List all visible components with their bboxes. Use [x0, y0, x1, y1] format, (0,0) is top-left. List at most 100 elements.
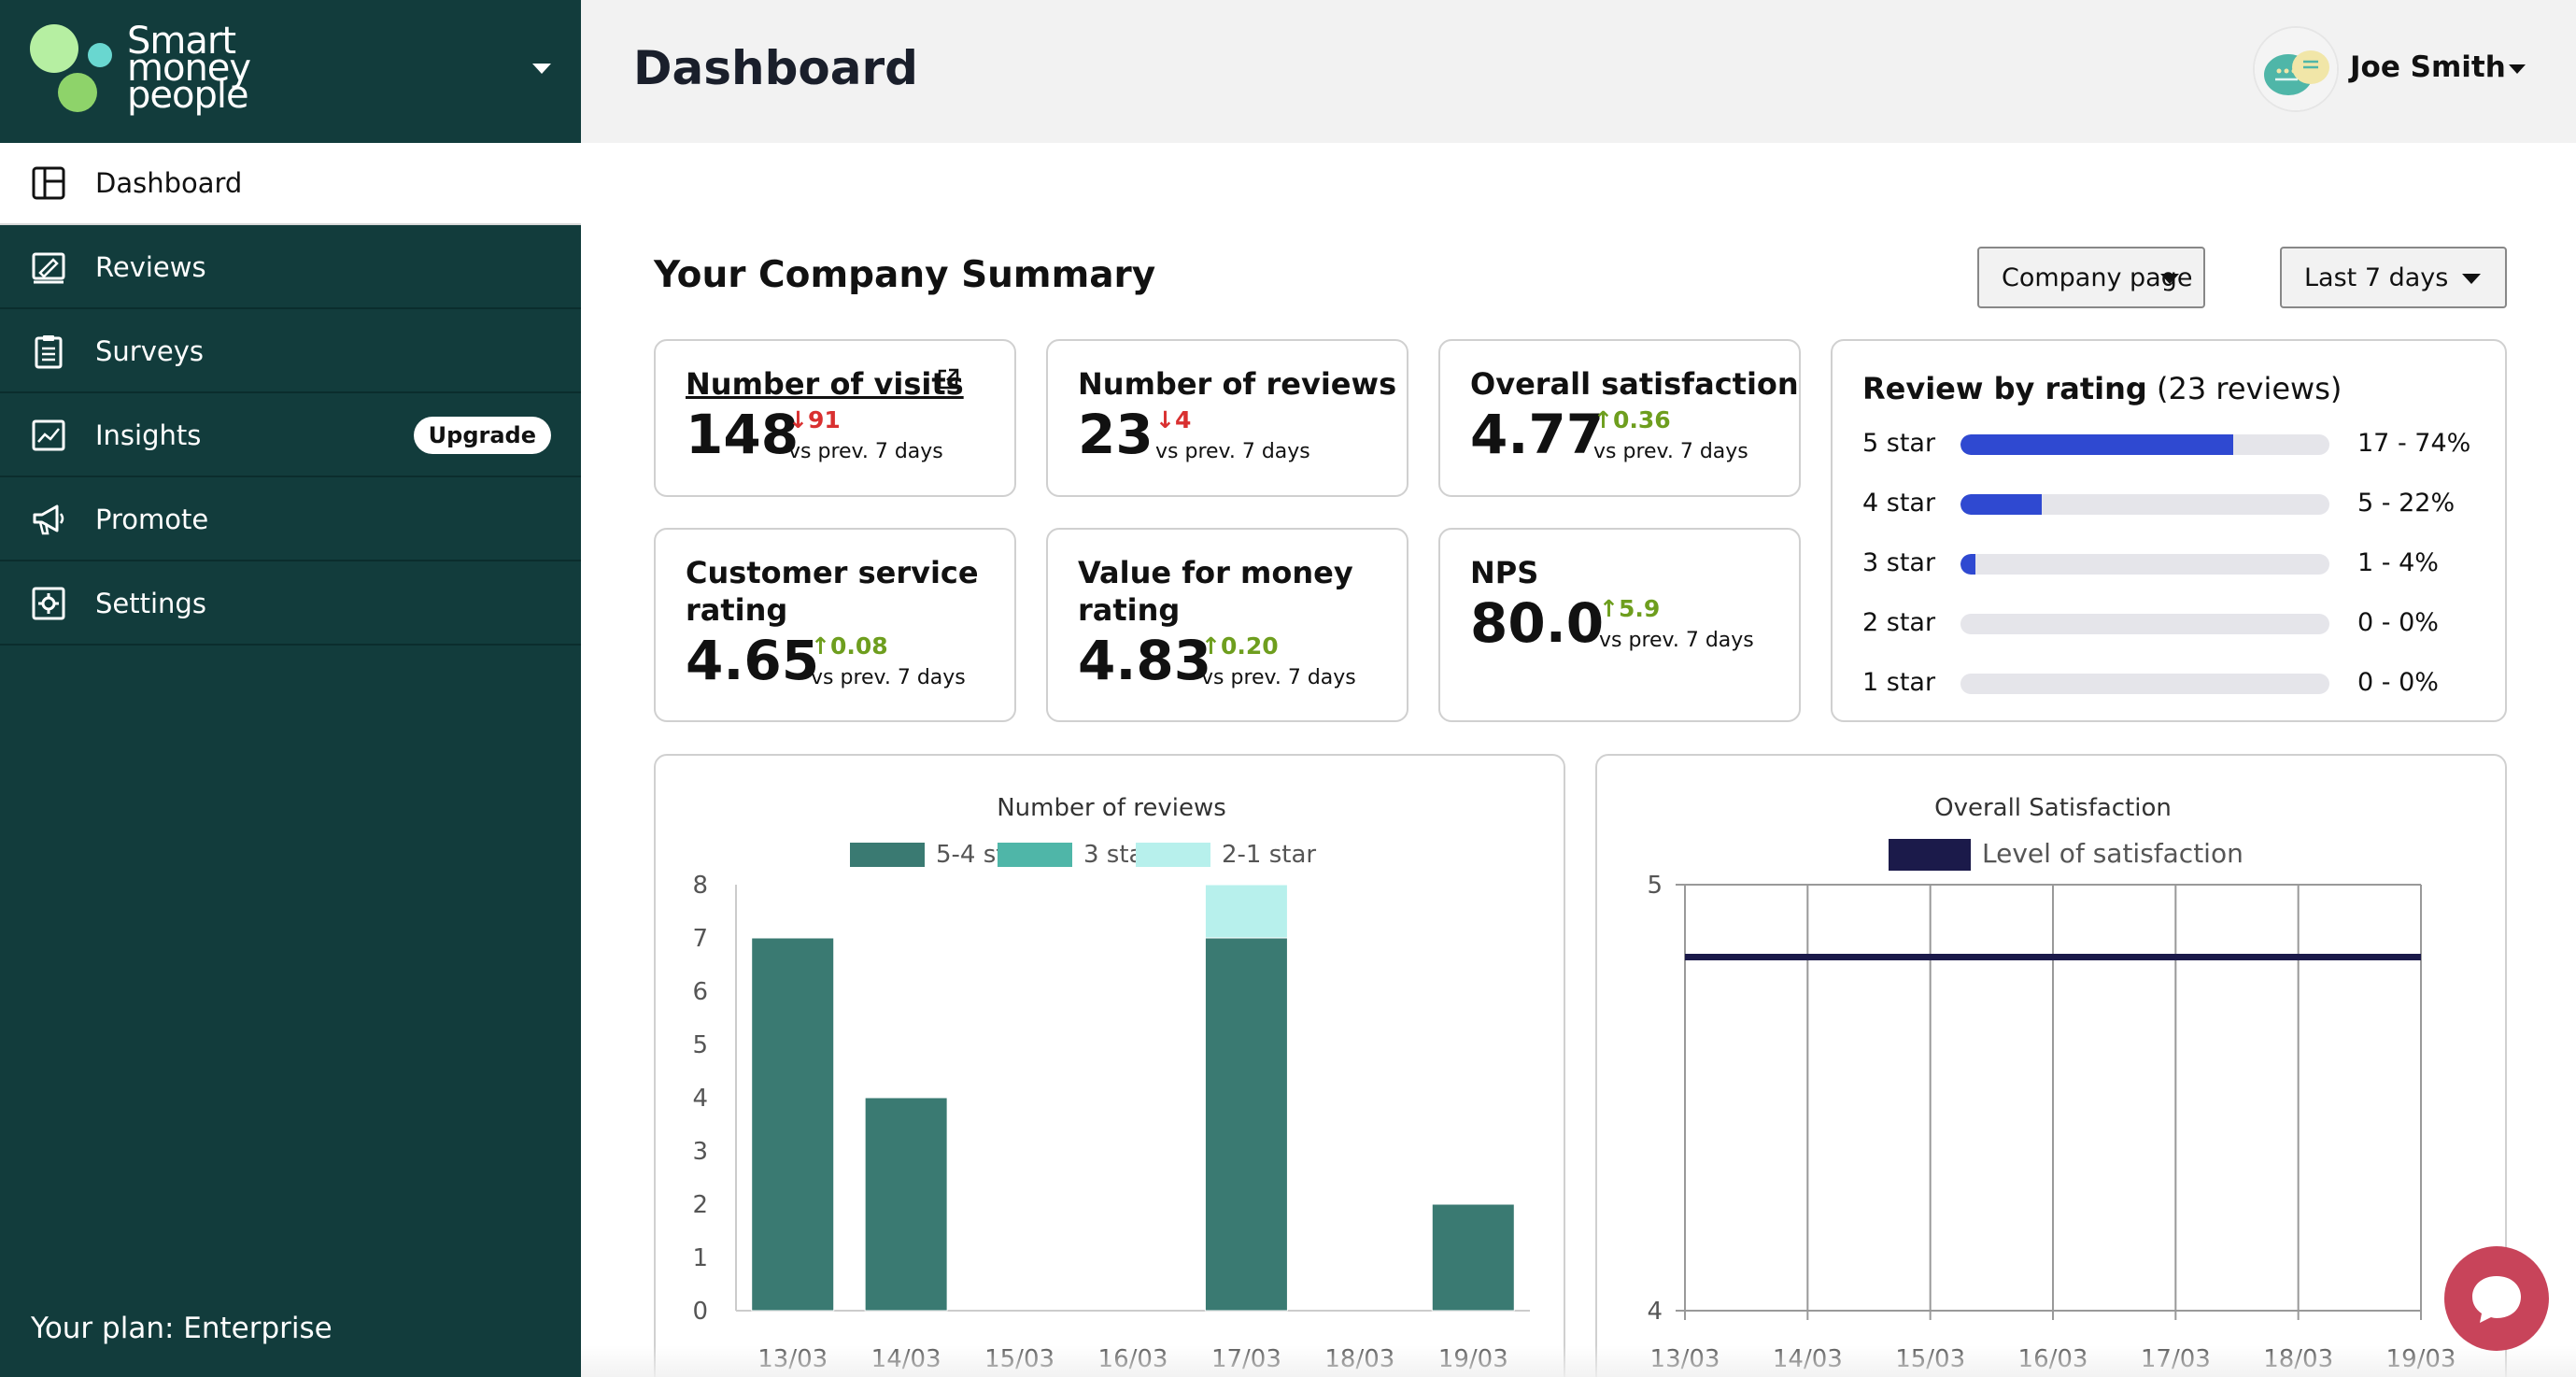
card-value: 4.83: [1078, 629, 1212, 692]
y-tick-label: 3: [692, 1138, 708, 1166]
kpi-card-value-for-money: Value for money rating 4.83 ↑0.20 vs pre…: [1046, 528, 1408, 722]
arrow-up-icon: ↑: [1201, 632, 1221, 660]
delta-up: ↑5.9: [1599, 595, 1661, 622]
comparison-label: vs prev. 7 days: [788, 440, 943, 463]
bar-segment: [1204, 937, 1288, 1312]
rating-bar-track: [1960, 674, 2329, 694]
sidebar-item-surveys[interactable]: Surveys: [0, 311, 581, 393]
logo-dot-bottom: [58, 73, 97, 112]
x-tick-label: 18/03: [2263, 1345, 2333, 1373]
sidebar-item-label: Settings: [95, 588, 206, 619]
sidebar-item-promote[interactable]: Promote: [0, 479, 581, 561]
chat-button[interactable]: [2444, 1246, 2549, 1351]
chevron-down-icon: [2160, 274, 2179, 284]
rating-bar-fill: [1960, 554, 1975, 575]
top-header: Dashboard Joe Smith: [581, 0, 2576, 143]
card-value: 148: [686, 403, 800, 466]
delta-down: ↓4: [1155, 406, 1192, 433]
delta-up: ↑0.20: [1201, 632, 1279, 660]
chat-icon: [2472, 1276, 2521, 1323]
arrow-up-icon: ↑: [1599, 595, 1619, 622]
card-value: 4.65: [686, 629, 820, 692]
period-select[interactable]: Last 7 days: [2280, 247, 2507, 308]
sidebar: Smart money people Dashboard Reviews Sur…: [0, 0, 581, 1377]
rating-value: 0 - 0%: [2357, 668, 2439, 697]
satisfaction-line-chart: Overall Satisfaction Level of satisfactio…: [1647, 794, 2456, 1373]
kpi-card-satisfaction: Overall satisfaction 4.77 ↑0.36 vs prev.…: [1438, 339, 1801, 497]
arrow-down-icon: ↓: [1155, 406, 1175, 433]
logo-dot-large: [30, 24, 78, 73]
sidebar-item-dashboard[interactable]: Dashboard: [0, 143, 581, 225]
avatar[interactable]: [2253, 26, 2339, 112]
sidebar-item-insights[interactable]: Insights Upgrade: [0, 395, 581, 477]
legend-swatch: [850, 843, 925, 867]
bar-segment: [1204, 884, 1288, 939]
logo-text: Smart money people: [127, 20, 251, 117]
y-tick-label: 4: [692, 1085, 708, 1113]
y-tick-label: 1: [692, 1244, 708, 1272]
rating-title: Review by rating (23 reviews): [1862, 371, 2342, 406]
card-title: Overall satisfaction: [1470, 366, 1799, 402]
delta-up: ↑0.36: [1593, 406, 1671, 433]
brand-switcher[interactable]: Smart money people: [0, 0, 581, 143]
rating-row: 3 star 1 - 4%: [1862, 545, 2498, 582]
chevron-down-icon[interactable]: [532, 64, 551, 74]
card-value: 23: [1078, 403, 1154, 466]
delta-up: ↑0.08: [811, 632, 888, 660]
x-tick-label: 13/03: [757, 1345, 828, 1373]
y-tick-label: 7: [692, 925, 708, 953]
dashboard-icon: [32, 166, 65, 200]
upgrade-badge[interactable]: Upgrade: [413, 417, 551, 454]
legend-label: 2-1 star: [1222, 841, 1316, 869]
delta-down: ↓91: [788, 406, 841, 433]
comparison-label: vs prev. 7 days: [1155, 440, 1310, 463]
card-title: Customer service rating: [686, 555, 979, 628]
rating-row: 1 star 0 - 0%: [1862, 664, 2498, 702]
rating-label: 4 star: [1862, 489, 1936, 518]
card-title: Value for money rating: [1078, 555, 1353, 628]
external-link-icon[interactable]: [936, 367, 960, 391]
megaphone-icon: [33, 504, 64, 535]
kpi-card-nps: NPS 80.0 ↑5.9 vs prev. 7 days: [1438, 528, 1801, 722]
sidebar-item-reviews[interactable]: Reviews: [0, 227, 581, 309]
chevron-down-icon[interactable]: [2509, 64, 2526, 74]
rating-bar-track: [1960, 434, 2329, 455]
rating-label: 1 star: [1862, 668, 1936, 697]
chart-title: Number of reviews: [997, 794, 1226, 822]
y-tick-label: 4: [1647, 1298, 1663, 1326]
arrow-down-icon: ↓: [788, 406, 808, 433]
x-tick-label: 14/03: [871, 1345, 941, 1373]
company-page-select[interactable]: Company page: [1977, 247, 2205, 308]
x-tick-label: 14/03: [1773, 1345, 1843, 1373]
x-tick-label: 16/03: [1098, 1345, 1168, 1373]
rating-row: 2 star 0 - 0%: [1862, 604, 2498, 642]
rating-row: 4 star 5 - 22%: [1862, 485, 2498, 522]
plan-label: Your plan: Enterprise: [31, 1312, 333, 1345]
bar-segment: [864, 1097, 948, 1312]
card-title[interactable]: Number of visits: [686, 366, 964, 402]
x-tick-label: 13/03: [1650, 1345, 1720, 1373]
rating-value: 5 - 22%: [2357, 489, 2456, 518]
sidebar-item-settings[interactable]: Settings: [0, 563, 581, 646]
rating-row: 5 star 17 - 74%: [1862, 425, 2498, 462]
arrow-up-icon: ↑: [1593, 406, 1613, 433]
reviews-chart-card: Number of reviews 5-4 star 3 star 2-1 star 0…: [654, 754, 1565, 1377]
y-tick-label: 0: [692, 1298, 708, 1326]
satisfaction-chart-card: Overall Satisfaction Level of satisfactio…: [1595, 754, 2507, 1377]
rating-bar-fill: [1960, 494, 2042, 515]
rating-value: 17 - 74%: [2357, 429, 2471, 458]
bar-segment: [751, 937, 835, 1312]
chart-title: Overall Satisfaction: [1934, 794, 2172, 822]
kpi-card-reviews: Number of reviews 23 ↓4 vs prev. 7 days: [1046, 339, 1408, 497]
page-title: Dashboard: [633, 41, 918, 95]
x-tick-label: 16/03: [2018, 1345, 2088, 1373]
card-title: NPS: [1470, 555, 1539, 590]
user-name[interactable]: Joe Smith: [2350, 50, 2506, 84]
sidebar-item-label: Dashboard: [95, 167, 243, 199]
kpi-card-visits: Number of visits 148 ↓91 vs prev. 7 days: [654, 339, 1016, 497]
card-value: 4.77: [1470, 403, 1605, 466]
gear-icon: [32, 587, 65, 620]
logo-dot-small: [88, 43, 112, 67]
rating-label: 2 star: [1862, 608, 1936, 637]
